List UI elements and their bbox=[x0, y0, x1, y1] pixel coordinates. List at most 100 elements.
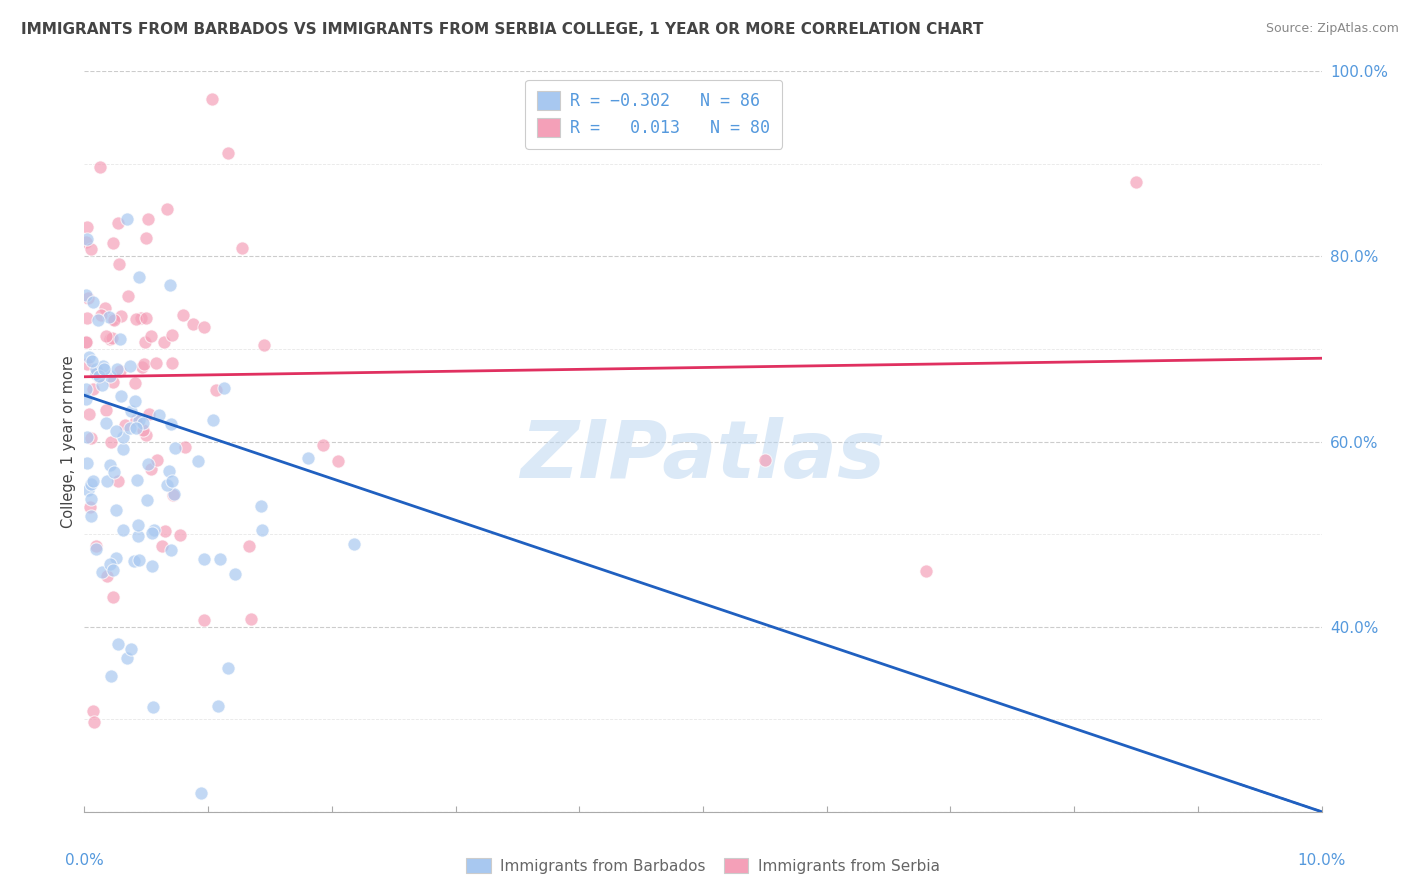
Point bbox=[76, 219, 98, 234]
Point bbox=[100, 331, 122, 345]
Point bbox=[103, 375, 125, 389]
Point bbox=[201, 92, 224, 106]
Point bbox=[141, 700, 163, 714]
Point bbox=[105, 551, 128, 566]
Point bbox=[160, 417, 183, 431]
Point bbox=[101, 591, 124, 605]
Point bbox=[76, 456, 98, 470]
Point bbox=[80, 477, 103, 491]
Point bbox=[163, 487, 186, 501]
Point bbox=[239, 612, 262, 626]
Point bbox=[157, 464, 180, 478]
Point bbox=[160, 327, 183, 342]
Point bbox=[77, 407, 100, 421]
Point bbox=[110, 389, 132, 403]
Point bbox=[163, 441, 186, 455]
Point bbox=[224, 566, 246, 581]
Point bbox=[76, 429, 98, 443]
Point bbox=[112, 523, 135, 537]
Point bbox=[326, 454, 349, 468]
Point bbox=[98, 558, 121, 572]
Point bbox=[105, 503, 128, 517]
Point bbox=[86, 365, 108, 379]
Point bbox=[91, 359, 114, 374]
Point bbox=[80, 431, 103, 445]
Text: 0.0%: 0.0% bbox=[65, 854, 104, 869]
Point bbox=[82, 474, 104, 488]
Point bbox=[135, 231, 157, 245]
Point bbox=[135, 311, 157, 326]
Point bbox=[89, 160, 111, 174]
Text: IMMIGRANTS FROM BARBADOS VS IMMIGRANTS FROM SERBIA COLLEGE, 1 YEAR OR MORE CORRE: IMMIGRANTS FROM BARBADOS VS IMMIGRANTS F… bbox=[21, 22, 983, 37]
Point bbox=[98, 310, 121, 325]
Point bbox=[238, 540, 260, 554]
Point bbox=[135, 492, 157, 507]
Point bbox=[181, 317, 204, 331]
Point bbox=[101, 564, 124, 578]
Point bbox=[87, 368, 110, 383]
Point bbox=[120, 359, 142, 374]
Point bbox=[105, 362, 128, 376]
Point bbox=[91, 566, 114, 580]
Point bbox=[217, 146, 239, 161]
Point bbox=[82, 382, 104, 396]
Point bbox=[76, 357, 98, 371]
Point bbox=[84, 361, 107, 376]
Point bbox=[128, 269, 150, 284]
Text: 10.0%: 10.0% bbox=[1298, 854, 1346, 869]
Point bbox=[79, 492, 101, 507]
Point bbox=[100, 434, 122, 449]
Point bbox=[135, 428, 157, 442]
Point bbox=[139, 462, 162, 476]
Point bbox=[124, 394, 146, 409]
Point bbox=[193, 613, 215, 627]
Point bbox=[75, 392, 97, 407]
Point bbox=[110, 309, 132, 323]
Point bbox=[96, 329, 118, 343]
Y-axis label: College, 1 year or more: College, 1 year or more bbox=[60, 355, 76, 528]
Point bbox=[98, 458, 121, 473]
Point bbox=[103, 465, 125, 479]
Point bbox=[84, 539, 107, 553]
Point bbox=[162, 488, 184, 502]
Point bbox=[162, 356, 184, 370]
Point bbox=[115, 651, 138, 665]
Point bbox=[153, 334, 176, 349]
Point bbox=[79, 500, 101, 514]
Point bbox=[250, 523, 273, 537]
Point bbox=[173, 440, 195, 454]
Point bbox=[169, 528, 191, 542]
Point bbox=[98, 369, 121, 384]
Point bbox=[343, 536, 366, 550]
Point bbox=[1125, 176, 1147, 190]
Point bbox=[75, 334, 97, 349]
Point bbox=[82, 295, 104, 310]
Point bbox=[128, 413, 150, 427]
Point bbox=[127, 518, 149, 533]
Point bbox=[131, 359, 153, 374]
Point bbox=[231, 241, 253, 255]
Point bbox=[134, 335, 156, 350]
Point bbox=[107, 216, 129, 230]
Point bbox=[253, 338, 276, 352]
Point bbox=[218, 661, 240, 675]
Point bbox=[160, 542, 183, 557]
Point bbox=[112, 442, 135, 456]
Point bbox=[93, 362, 115, 376]
Point bbox=[207, 699, 229, 714]
Point bbox=[101, 235, 124, 250]
Point bbox=[125, 311, 148, 326]
Point bbox=[208, 552, 231, 566]
Point bbox=[132, 416, 155, 430]
Point bbox=[75, 382, 97, 396]
Point bbox=[107, 637, 129, 651]
Point bbox=[172, 308, 194, 322]
Point bbox=[193, 552, 215, 566]
Point bbox=[77, 291, 100, 305]
Point bbox=[76, 232, 98, 246]
Point bbox=[141, 329, 163, 343]
Point bbox=[190, 786, 212, 800]
Point bbox=[120, 642, 142, 657]
Point bbox=[103, 313, 125, 327]
Point bbox=[84, 367, 107, 381]
